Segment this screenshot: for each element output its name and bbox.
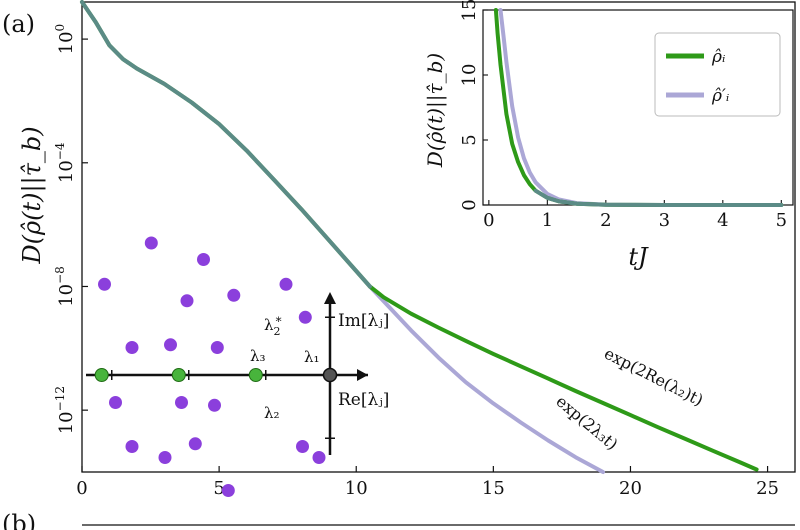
eigenvalue-point xyxy=(180,294,194,308)
eigenvalue-point xyxy=(125,440,139,453)
ytick-exponent: −4 xyxy=(53,142,67,160)
main-xtick-label: 25 xyxy=(756,478,779,499)
ytick-exponent: 0 xyxy=(53,24,67,32)
main-xtick-label: 20 xyxy=(619,478,642,499)
ytick-base: 10 xyxy=(56,160,77,183)
eigenvalue-point xyxy=(109,396,122,409)
eigenvalue-point xyxy=(144,236,158,250)
eigenvalue-point xyxy=(210,341,224,354)
legend-label-green: ρ̂ᵢ xyxy=(711,47,725,67)
eigenvalue-point xyxy=(279,277,293,291)
panel-label-a: (a) xyxy=(2,10,35,38)
inset-series-overlap xyxy=(533,188,784,207)
svg-text:10−12: 10−12 xyxy=(53,386,77,434)
svg-text:0: 0 xyxy=(459,199,480,210)
eigenvalue-spectrum: Im[λⱼ] Re[λⱼ] λ₁ λ₃ λ₂ λ2∗ xyxy=(86,236,389,497)
eigenvalue-point xyxy=(197,253,210,266)
spectrum-re-label: Re[λⱼ] xyxy=(338,390,389,410)
inset-ytick-label: 15 xyxy=(459,0,480,21)
spectrum-im-label: Im[λⱼ] xyxy=(338,311,389,331)
svg-text:10−8: 10−8 xyxy=(53,266,77,307)
eigenvalue-point xyxy=(298,310,312,324)
inset-ytick-label: 10 xyxy=(459,64,480,87)
panel-label-b: (b) xyxy=(2,510,36,530)
ytick-exponent: −8 xyxy=(53,266,67,284)
main-ytick-label: 10−8 xyxy=(53,266,77,307)
eigenvalue-point xyxy=(164,338,177,352)
inset-ylabel: D(ρ̂(t)||τ̂_b) xyxy=(423,53,448,168)
main-ytick-label: 10−12 xyxy=(53,386,77,434)
svg-text:15: 15 xyxy=(459,0,480,21)
ytick-exponent: −12 xyxy=(53,386,67,411)
lambda-2-star-sup: ∗ xyxy=(275,312,283,326)
eigenvalue-point xyxy=(227,288,241,302)
spectrum-im-arrow-icon xyxy=(324,292,336,304)
main-series-lavender xyxy=(367,284,605,474)
eigenvalue-point xyxy=(98,277,111,291)
inset-legend: ρ̂ᵢ ρ̂′ᵢ xyxy=(654,32,781,117)
inset-xtick-label: 1 xyxy=(542,210,553,231)
lambda-2-star-label: λ2∗ xyxy=(264,312,283,338)
eigenvalue-point xyxy=(296,440,309,453)
spectrum-re-arrow-icon xyxy=(357,369,368,381)
eigenvalue-point xyxy=(125,341,139,354)
main-frame xyxy=(81,1,796,473)
main-xtick-label: 0 xyxy=(76,478,87,499)
inset-xtick-label: 2 xyxy=(600,210,611,231)
main-ytick-label: 100 xyxy=(53,24,77,55)
svg-text:100: 100 xyxy=(53,24,77,55)
inset-xtick-label: 0 xyxy=(483,210,494,231)
lambda-2-star-base: λ xyxy=(264,316,274,334)
annotation-lavender: exp(2λ₃t) xyxy=(552,392,621,454)
legend-label-lavender: ρ̂′ᵢ xyxy=(711,86,729,106)
main-series-overlap xyxy=(80,0,372,289)
inset-axes: 0 1 2 3 4 5 0 5 10 15 ρ̂ᵢ ρ̂′ᵢ tJ D(ρ̂(t)||τ̂_b) xyxy=(423,0,794,271)
lambda-1-point xyxy=(322,367,338,383)
svg-text:10−4: 10−4 xyxy=(53,142,77,183)
ytick-base: 10 xyxy=(56,31,77,54)
real-eigenvalue-point xyxy=(171,368,186,382)
lambda-3-label: λ₃ xyxy=(250,347,266,365)
eigenvalue-point xyxy=(221,484,235,497)
inset-xtick-label: 5 xyxy=(776,210,787,231)
main-xtick-label: 10 xyxy=(345,478,368,499)
eigenvalue-point xyxy=(175,396,188,409)
real-eigenvalue-point xyxy=(94,368,109,382)
ytick-base: 10 xyxy=(56,284,77,307)
real-eigenvalue-point xyxy=(248,368,263,382)
main-ytick-label: 10−4 xyxy=(53,142,77,183)
main-xtick-label: 5 xyxy=(213,478,224,499)
ytick-base: 10 xyxy=(56,411,77,434)
lambda-2-star-sub: 2 xyxy=(274,325,281,338)
eigenvalue-point xyxy=(188,437,202,451)
inset-xtick-label: 4 xyxy=(717,210,728,231)
eigenvalue-point xyxy=(312,451,326,464)
inset-ytick-label: 5 xyxy=(459,134,480,145)
main-ylabel: D(ρ̂(t)||τ̂_b) xyxy=(18,126,47,264)
inset-xlabel: tJ xyxy=(628,243,649,271)
svg-text:10: 10 xyxy=(459,64,480,87)
inset-xtick-label: 3 xyxy=(659,210,670,231)
inset-ytick-label: 0 xyxy=(459,199,480,210)
main-xtick-label: 15 xyxy=(482,478,505,499)
lambda-1-label: λ₁ xyxy=(304,348,320,366)
svg-text:5: 5 xyxy=(459,134,480,145)
eigenvalue-point xyxy=(158,451,172,464)
annotation-green: exp(2Re(λ₂)t) xyxy=(601,344,706,410)
eigenvalue-point xyxy=(208,398,221,412)
lambda-2-label: λ₂ xyxy=(264,404,280,422)
